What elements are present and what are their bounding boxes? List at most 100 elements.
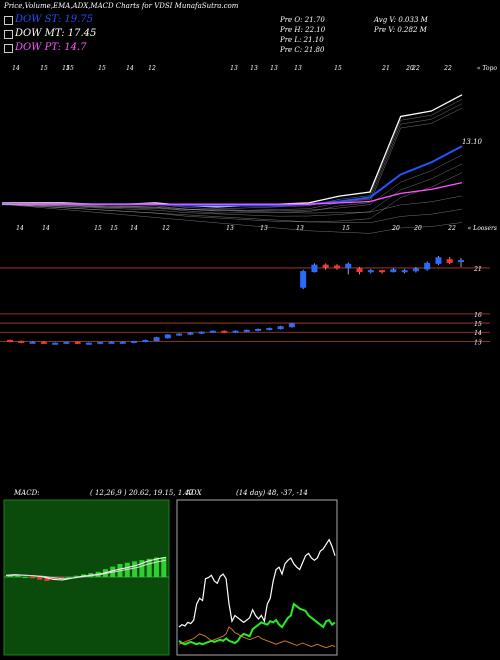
dow-pt-label: DOW PT: 14.7	[15, 42, 87, 53]
candle-body	[176, 333, 183, 336]
ema-top-tick: 15	[66, 65, 74, 72]
dow-st-label: DOW ST: 19.75	[15, 14, 94, 25]
ema-top-tick: 20	[405, 65, 414, 72]
macd-label: MACD:	[14, 489, 40, 497]
price-level-label: 21	[473, 266, 482, 273]
candle-body	[243, 329, 250, 332]
ema-top-tick: 21	[381, 65, 390, 72]
price-level-label: 15	[474, 321, 482, 328]
candle-body	[322, 264, 329, 268]
candle-body	[74, 341, 81, 344]
price-top-tick: 12	[162, 225, 170, 232]
candle-body	[209, 330, 216, 333]
macd-hist-bar	[66, 577, 72, 578]
candle-body	[232, 330, 239, 333]
ema-band-line	[1, 203, 463, 224]
price-top-tick: 15	[94, 225, 102, 232]
macd-params: ( 12,26,9 ) 20.62, 19.15, 1.47	[90, 489, 194, 497]
candle-body	[29, 341, 36, 344]
candle-body	[18, 340, 25, 343]
price-top-tick: 20	[413, 225, 422, 232]
ema-top-tick: 15	[62, 65, 70, 72]
candle-body	[131, 340, 138, 343]
macd-hist-bar	[154, 557, 159, 577]
candle-body	[390, 269, 397, 273]
ema-band-line	[1, 195, 463, 214]
ema-top-tick: 22	[443, 65, 452, 72]
macd-signal-line	[5, 559, 167, 580]
dow-mt-swatch	[4, 30, 13, 39]
candle-body	[266, 328, 273, 331]
candle-body	[119, 341, 126, 344]
price-top-tick: 13	[226, 225, 234, 232]
candle-body	[367, 270, 374, 273]
dow-pt-swatch	[4, 44, 13, 53]
macd-hist-bar	[146, 558, 152, 577]
ema-top-tick: 13	[250, 65, 258, 72]
ema-series-line	[2, 145, 463, 207]
ema-band-line	[1, 154, 463, 212]
candle-body	[153, 337, 160, 341]
macd-hist-bar	[51, 577, 57, 580]
price-level-label: 14	[474, 330, 482, 337]
price-level-label: 16	[474, 312, 482, 319]
candle-body	[85, 342, 92, 345]
avg-volume: Avg V: 0.033 M	[374, 16, 428, 24]
ema-top-tick: 14	[12, 65, 20, 72]
macd-hist-bar	[8, 575, 13, 577]
candle-body	[63, 341, 70, 344]
plus-di-line	[178, 602, 336, 646]
macd-hist-bar	[15, 575, 21, 577]
ema-series-line	[2, 181, 463, 205]
price-top-tick: 14	[42, 225, 50, 232]
macd-hist-bar	[22, 577, 28, 578]
candle-body	[142, 339, 149, 342]
adx-params: (14 day) 48, -37, -14	[236, 489, 308, 497]
candle-body	[221, 330, 228, 333]
macd-hist-bar	[44, 577, 50, 581]
candle-body	[288, 323, 295, 328]
candle-body	[300, 271, 307, 288]
price-top-tick: 20	[391, 225, 400, 232]
adx-label: ADX	[186, 489, 202, 497]
candle-body	[379, 270, 386, 273]
ema-top-tick: 15	[98, 65, 106, 72]
minus-di-line	[178, 626, 336, 649]
candle-body	[446, 259, 453, 263]
price-corner-label: « Loosers	[468, 225, 497, 232]
macd-hist-bar	[132, 561, 138, 577]
ema-top-tick: 13	[270, 65, 278, 72]
candle-body	[7, 339, 13, 342]
dow-mt-label: DOW MT: 17.45	[15, 28, 97, 39]
macd-panel-bg	[3, 499, 170, 656]
prev-volume: Pre V: 0.282 M	[374, 26, 427, 34]
ema-top-tick: 22	[411, 65, 420, 72]
macd-hist-bar	[139, 560, 145, 577]
adx-panel-bg	[176, 499, 338, 656]
ema-band-line	[1, 203, 463, 234]
candle-body	[345, 263, 352, 269]
price-top-tick: 15	[110, 225, 118, 232]
candle-body	[164, 334, 171, 339]
prev-open: Pre O: 21.70	[280, 16, 325, 24]
ema-band-line	[1, 163, 463, 217]
price-top-tick: 13	[260, 225, 268, 232]
candle-body	[187, 332, 194, 335]
macd-hist-bar	[59, 577, 65, 579]
ema-band-line	[1, 107, 463, 214]
candle-body	[424, 262, 431, 270]
macd-hist-bar	[161, 557, 167, 577]
macd-hist-bar	[73, 575, 79, 577]
candle-body	[333, 265, 340, 269]
price-top-tick: 15	[342, 225, 350, 232]
candle-body	[412, 268, 419, 272]
price-top-tick: 22	[447, 225, 456, 232]
price-top-tick: 14	[16, 225, 24, 232]
candle-body	[401, 270, 408, 273]
macd-hist-bar	[29, 577, 35, 579]
ema-top-tick: 15	[40, 65, 48, 72]
ema-top-tick: 12	[148, 65, 156, 72]
ema-band-line	[1, 99, 463, 210]
dow-st-swatch	[4, 16, 13, 25]
